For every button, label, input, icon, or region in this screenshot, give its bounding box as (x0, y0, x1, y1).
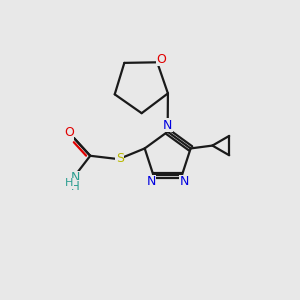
Text: N: N (71, 171, 80, 184)
Text: H: H (71, 180, 80, 193)
Text: N: N (163, 119, 172, 132)
Text: O: O (64, 126, 74, 139)
Text: H: H (65, 178, 73, 188)
Text: N: N (146, 176, 156, 188)
Text: S: S (116, 152, 124, 165)
Text: O: O (157, 53, 166, 66)
Text: N: N (179, 176, 189, 188)
